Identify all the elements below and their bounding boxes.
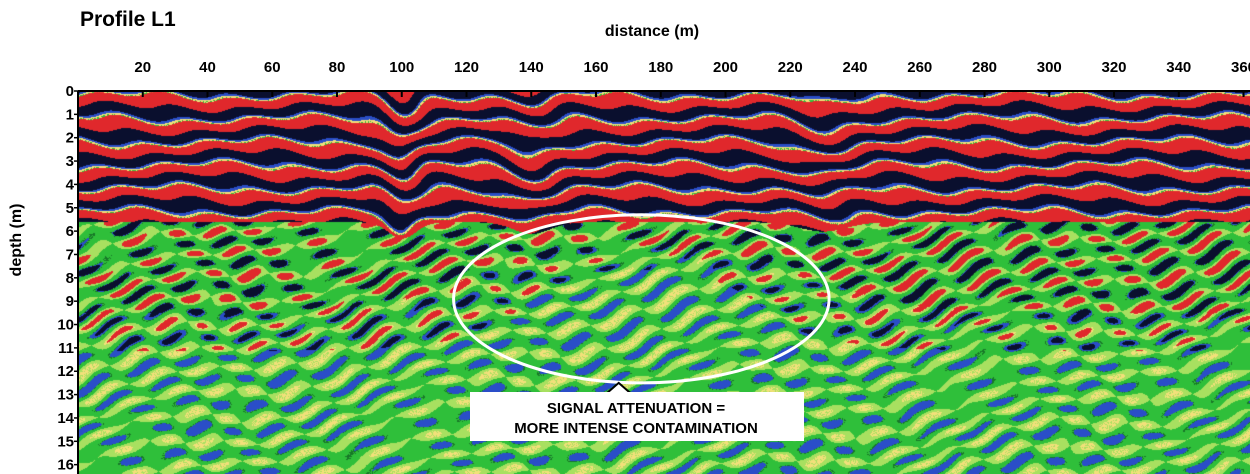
x-tick-marks: [141, 91, 1245, 97]
y-axis-label: depth (m): [8, 204, 25, 277]
x-tick-label: 60: [264, 59, 281, 76]
x-tick-label: 280: [972, 59, 997, 76]
annotation-line-2: MORE INTENSE CONTAMINATION: [514, 420, 758, 437]
x-tick-label: 260: [907, 59, 932, 76]
x-tick-label: 160: [583, 59, 608, 76]
y-tick-label: 9: [66, 293, 74, 310]
x-tick-label: 240: [843, 59, 868, 76]
attenuation-zone-ellipse: [452, 213, 831, 385]
y-tick-label: 5: [66, 200, 74, 217]
x-axis-label: distance (m): [605, 23, 699, 40]
y-tick-label: 14: [57, 410, 74, 427]
x-tick-label: 140: [519, 59, 544, 76]
y-tick-label: 7: [66, 246, 74, 263]
y-tick-label: 10: [57, 317, 74, 334]
y-tick-label: 3: [66, 153, 74, 170]
x-tick-label: 120: [454, 59, 479, 76]
x-tick-label: 40: [199, 59, 216, 76]
y-tick-label: 1: [66, 106, 74, 123]
x-tick-label: 320: [1102, 59, 1127, 76]
chart-title: Profile L1: [80, 8, 176, 31]
x-tick-label: 100: [389, 59, 414, 76]
x-tick-label: 340: [1166, 59, 1191, 76]
y-tick-label: 12: [57, 363, 74, 380]
y-tick-label: 16: [57, 457, 74, 474]
annotation-line-1: SIGNAL ATTENUATION =: [547, 400, 725, 417]
y-tick-label: 0: [66, 83, 74, 100]
x-tick-label: 20: [134, 59, 151, 76]
y-tick-label: 11: [58, 340, 74, 357]
x-tick-label: 80: [329, 59, 346, 76]
y-tick-label: 6: [66, 223, 74, 240]
x-tick-label: 300: [1037, 59, 1062, 76]
x-tick-label: 180: [648, 59, 673, 76]
annotation-box: [470, 392, 804, 441]
x-tick-label: 360: [1231, 59, 1250, 76]
y-tick-label: 15: [57, 433, 74, 450]
y-tick-label: 8: [66, 270, 74, 287]
annotation-group: SIGNAL ATTENUATION = MORE INTENSE CONTAM…: [452, 213, 831, 441]
x-tick-labels: 20 40 60 80 100 120 140 160 180 200 220 240 260 280 30…: [134, 59, 1250, 76]
y-tick-label: 13: [57, 387, 74, 404]
x-tick-label: 200: [713, 59, 738, 76]
y-tick-label: 4: [66, 176, 75, 193]
x-tick-label: 220: [778, 59, 803, 76]
y-tick-label: 2: [66, 130, 74, 147]
